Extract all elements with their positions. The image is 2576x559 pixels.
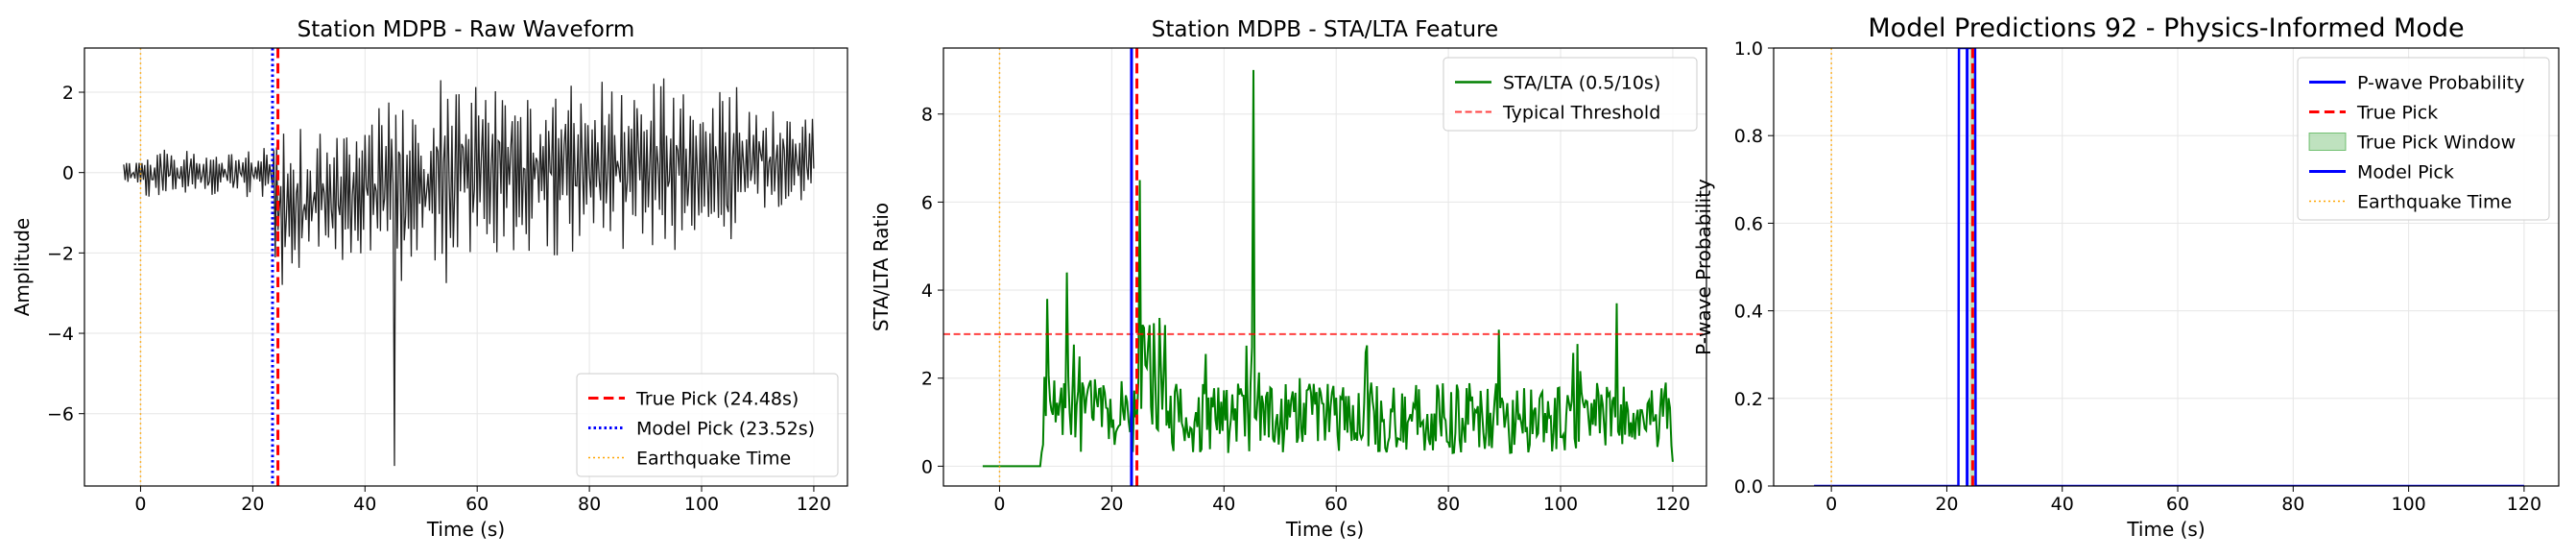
y-tick-label: 2: [62, 83, 74, 104]
legend-label: P-wave Probability: [2357, 73, 2525, 94]
x-tick-label: 60: [1324, 494, 1348, 515]
y-axis-label: Amplitude: [11, 218, 34, 317]
x-tick-label: 100: [1543, 494, 1578, 515]
x-tick-label: 80: [2281, 494, 2304, 515]
plot-area: [123, 48, 815, 486]
legend-label: True Pick: [2356, 103, 2438, 124]
chart-title: Station MDPB - Raw Waveform: [298, 17, 635, 42]
legend: P-wave Probability True Pick True Pick Win…: [2297, 57, 2550, 221]
y-tick-label: 0.2: [1734, 389, 1763, 410]
x-tick-label: 20: [1100, 494, 1123, 515]
y-axis-label: P-wave Probability: [1692, 179, 1715, 355]
x-tick-label: 120: [2507, 494, 2541, 515]
y-tick-label: −6: [47, 404, 74, 425]
plot-area: [943, 48, 1706, 486]
legend-label: Earthquake Time: [636, 449, 791, 470]
x-axis-label: Time (s): [426, 518, 505, 541]
x-tick-label: 0: [1825, 494, 1837, 515]
chart-panel-2: 0 20 40 60 80 100 120 0 2 4 6 8 Station MDPB - STA/L…: [870, 17, 1707, 541]
stalta-series: [982, 69, 1674, 468]
x-tick-label: 0: [134, 494, 146, 515]
legend-box: [1443, 57, 1698, 132]
x-tick-label: 40: [2051, 494, 2074, 515]
y-tick-label: 6: [921, 192, 933, 213]
legend-label: STA/LTA (0.5/10s): [1503, 73, 1660, 94]
x-tick-label: 60: [465, 494, 489, 515]
legend-box: [576, 373, 839, 477]
legend-label: True Pick Window: [2356, 133, 2516, 154]
x-tick-label: 20: [241, 494, 264, 515]
chart-panel-3: 0 20 40 60 80 100 120 0.0 0.2 0.4 0.6 0.8 1.0 Model P…: [1692, 13, 2560, 541]
x-tick-label: 80: [1437, 494, 1460, 515]
x-tick-label: 120: [1656, 494, 1690, 515]
x-tick-label: 0: [993, 494, 1005, 515]
legend-label: True Pick (24.48s): [635, 389, 799, 410]
y-tick-label: −4: [47, 324, 74, 345]
chart-title: Model Predictions 92 - Physics-Informed …: [1868, 13, 2464, 43]
x-axis-label: Time (s): [2126, 518, 2205, 541]
y-tick-label: 0.8: [1734, 126, 1763, 147]
y-tick-label: 2: [921, 369, 933, 390]
y-tick-label: 0.4: [1734, 302, 1763, 323]
x-tick-label: 100: [684, 494, 719, 515]
y-tick-label: 0: [62, 163, 74, 184]
y-tick-label: 1.0: [1734, 38, 1763, 60]
axes-frame: [942, 47, 1707, 487]
x-axis-label: Time (s): [1285, 518, 1364, 541]
y-tick-label: 0: [921, 456, 933, 477]
plot-area: [1814, 48, 2524, 486]
legend-label: Model Pick: [2357, 162, 2454, 183]
y-tick-label: 0.6: [1734, 213, 1763, 234]
legend: STA/LTA (0.5/10s) Typical Threshold: [1443, 57, 1698, 132]
chart-title: Station MDPB - STA/LTA Feature: [1152, 17, 1498, 42]
y-tick-label: 8: [921, 105, 933, 126]
x-tick-label: 120: [797, 494, 831, 515]
y-tick-label: 0.0: [1734, 476, 1763, 498]
x-tick-label: 60: [2166, 494, 2189, 515]
legend-label: Earthquake Time: [2357, 192, 2512, 213]
axes-frame: [83, 47, 848, 487]
legend-box: [2297, 57, 2550, 221]
x-tick-label: 40: [1212, 494, 1235, 515]
x-tick-label: 20: [1935, 494, 1958, 515]
legend-label: Typical Threshold: [1502, 103, 1660, 124]
y-tick-label: −2: [47, 243, 74, 264]
x-tick-label: 40: [353, 494, 376, 515]
legend: True Pick (24.48s) Model Pick (23.52s) Ear…: [576, 373, 839, 477]
waveform-series: [123, 78, 815, 467]
y-tick-label: 4: [921, 280, 933, 302]
x-tick-label: 100: [2391, 494, 2425, 515]
legend-label: Model Pick (23.52s): [636, 419, 815, 440]
axes-frame: [1773, 47, 2560, 487]
y-axis-label: STA/LTA Ratio: [870, 203, 893, 331]
x-tick-label: 80: [578, 494, 601, 515]
legend-swatch-patch: [2308, 133, 2347, 151]
